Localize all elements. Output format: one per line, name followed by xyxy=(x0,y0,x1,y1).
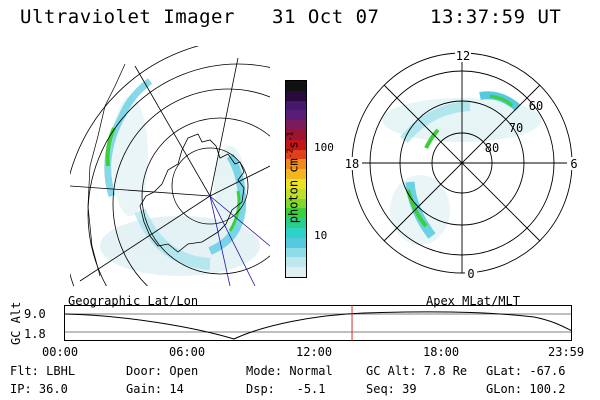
colorbar-units-label: photon cm-2s-1 xyxy=(285,131,301,224)
colorbar-swatch xyxy=(286,169,306,179)
aurora-arc-top xyxy=(400,101,471,144)
colorbar-swatch xyxy=(286,159,306,170)
info-ip: IP: 36.0 xyxy=(10,382,68,396)
aurora-oval-day-core xyxy=(489,94,514,108)
time-tick-0000: 00:00 xyxy=(42,345,79,359)
coastline xyxy=(139,133,245,253)
image-date: 31 Oct 07 xyxy=(272,6,380,28)
colorbar-swatch xyxy=(286,178,306,189)
mlat-label-80: 80 xyxy=(485,141,499,155)
mlt-label-top: 12 xyxy=(456,50,470,63)
colorbar-swatch xyxy=(286,149,306,160)
altitude-curve xyxy=(64,311,572,340)
colorbar-swatch xyxy=(286,237,306,248)
aurora-band-left-east-core xyxy=(228,190,241,232)
geographic-meridians xyxy=(70,57,270,282)
instrument-title: Ultraviolet Imager xyxy=(20,6,235,28)
colorbar-swatch xyxy=(286,208,306,219)
colorbar-swatch xyxy=(286,81,306,91)
geographic-caption: Geographic Lat/Lon xyxy=(68,294,199,308)
aurora-band-left-south xyxy=(134,208,211,270)
info-glat: GLat: -67.6 xyxy=(486,364,566,378)
colorbar-swatch xyxy=(286,198,306,209)
colorbar-swatch xyxy=(286,110,306,121)
image-time: 13:37:59 UT xyxy=(430,6,562,28)
colorbar-swatch xyxy=(286,267,306,277)
aurora-band-left-west xyxy=(104,78,153,198)
colorbar-tick-100: 100 xyxy=(314,141,334,154)
aurora-haze-left xyxy=(100,96,260,276)
geographic-latitude-circles xyxy=(70,46,270,286)
altitude-timeline xyxy=(64,305,572,341)
time-tick-1800: 18:00 xyxy=(423,345,460,359)
altitude-axis-label: GC Alt xyxy=(9,301,23,345)
info-filter: Flt: LBHL xyxy=(10,364,76,378)
polar-mlt-plot: 12 18 6 0 60 70 80 xyxy=(342,50,581,280)
colorbar-swatch xyxy=(286,139,306,150)
coastline-left-edge xyxy=(87,63,126,277)
colorbar-swatch xyxy=(286,218,306,228)
colorbar-swatch xyxy=(286,227,306,238)
colorbar-tick-10: 10 xyxy=(314,229,328,242)
info-glon: GLon: 100.2 xyxy=(486,382,566,396)
mlat-label-70: 70 xyxy=(509,121,523,135)
colorbar-swatch xyxy=(286,188,306,199)
mlt-label-left: 18 xyxy=(345,157,359,171)
colorbar-swatch xyxy=(286,90,306,101)
colorbar-swatch xyxy=(286,120,306,130)
magnetic-grid-overlay xyxy=(209,195,270,286)
altitude-tick-low: 1.8 xyxy=(24,327,46,341)
colorbar-swatch xyxy=(286,247,306,258)
time-tick-0600: 06:00 xyxy=(169,345,206,359)
time-tick-2359: 23:59 xyxy=(548,345,585,359)
geographic-map xyxy=(70,46,270,286)
mlt-label-right: 6 xyxy=(570,157,577,171)
info-gc-alt: GC Alt: 7.8 Re xyxy=(366,364,468,378)
altitude-tick-high: 9.0 xyxy=(24,307,46,321)
info-gain: Gain: 14 xyxy=(126,382,184,396)
aurora-band-left-east xyxy=(208,153,247,255)
info-seq: Seq: 39 xyxy=(366,382,417,396)
mlat-label-60: 60 xyxy=(529,99,543,113)
info-door: Door: Open xyxy=(126,364,199,378)
mlt-label-bottom: 0 xyxy=(467,267,474,280)
colorbar xyxy=(285,80,307,278)
time-tick-1200: 12:00 xyxy=(296,345,333,359)
colorbar-swatch xyxy=(286,257,306,268)
info-mode: Mode: Normal xyxy=(246,364,333,378)
info-dsp: Dsp: -5.1 xyxy=(246,382,326,396)
colorbar-swatch xyxy=(286,100,306,111)
colorbar-swatch xyxy=(286,129,306,140)
mlt-caption: Apex MLat/MLT xyxy=(426,294,520,308)
aurora-oval-dawn xyxy=(424,128,440,149)
mlt-meridians xyxy=(352,53,572,273)
